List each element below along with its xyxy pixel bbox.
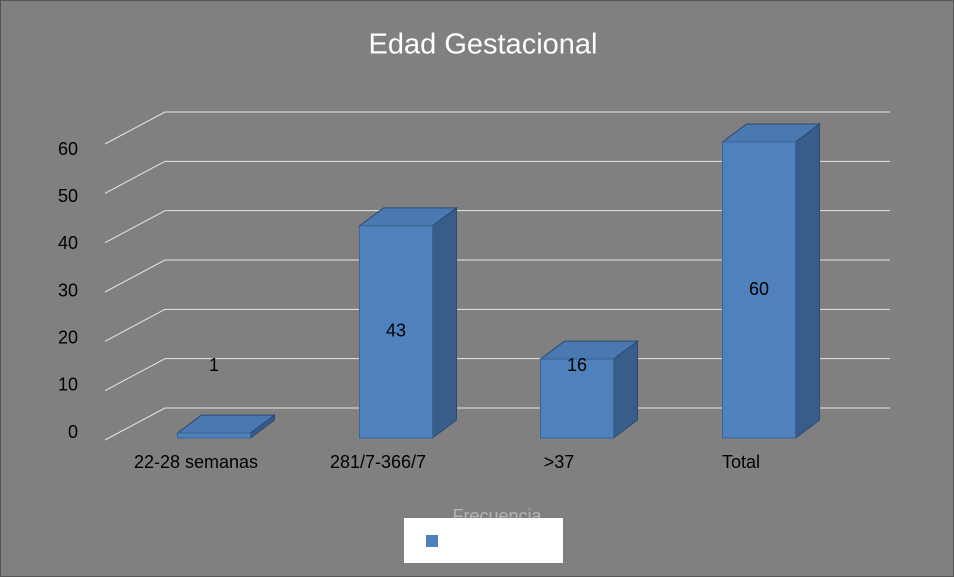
- grid-line: [104, 407, 166, 441]
- y-tick-label: 30: [58, 280, 78, 300]
- grid-line: [104, 111, 166, 145]
- x-tick-label: 281/7-366/7: [330, 452, 426, 472]
- bar: [177, 432, 251, 439]
- data-label: 16: [567, 355, 587, 375]
- x-tick-label: 22-28 semanas: [134, 452, 258, 472]
- legend-swatch: [426, 535, 438, 547]
- y-tick-label: 60: [58, 139, 78, 159]
- x-tick-label: >37: [544, 452, 575, 472]
- grid-line: [104, 308, 166, 342]
- x-tick-label: Total: [722, 452, 760, 472]
- bar: [359, 225, 433, 439]
- y-tick-label: 0: [68, 422, 78, 442]
- bar-side: [795, 123, 820, 439]
- data-label: 60: [749, 279, 769, 299]
- y-tick-label: 50: [58, 186, 78, 206]
- grid-line: [104, 358, 166, 392]
- bar-side: [432, 206, 457, 439]
- data-label: 1: [209, 355, 219, 375]
- bar: [540, 358, 614, 439]
- data-label: 43: [386, 321, 406, 341]
- grid-line: [104, 259, 166, 293]
- grid-line: [104, 210, 166, 244]
- bar: [722, 141, 796, 439]
- y-tick-label: 20: [58, 327, 78, 347]
- y-tick-label: 40: [58, 233, 78, 253]
- y-tick-label: 10: [58, 375, 78, 395]
- grid-line: [104, 160, 166, 194]
- chart-title: Edad Gestacional: [369, 29, 598, 61]
